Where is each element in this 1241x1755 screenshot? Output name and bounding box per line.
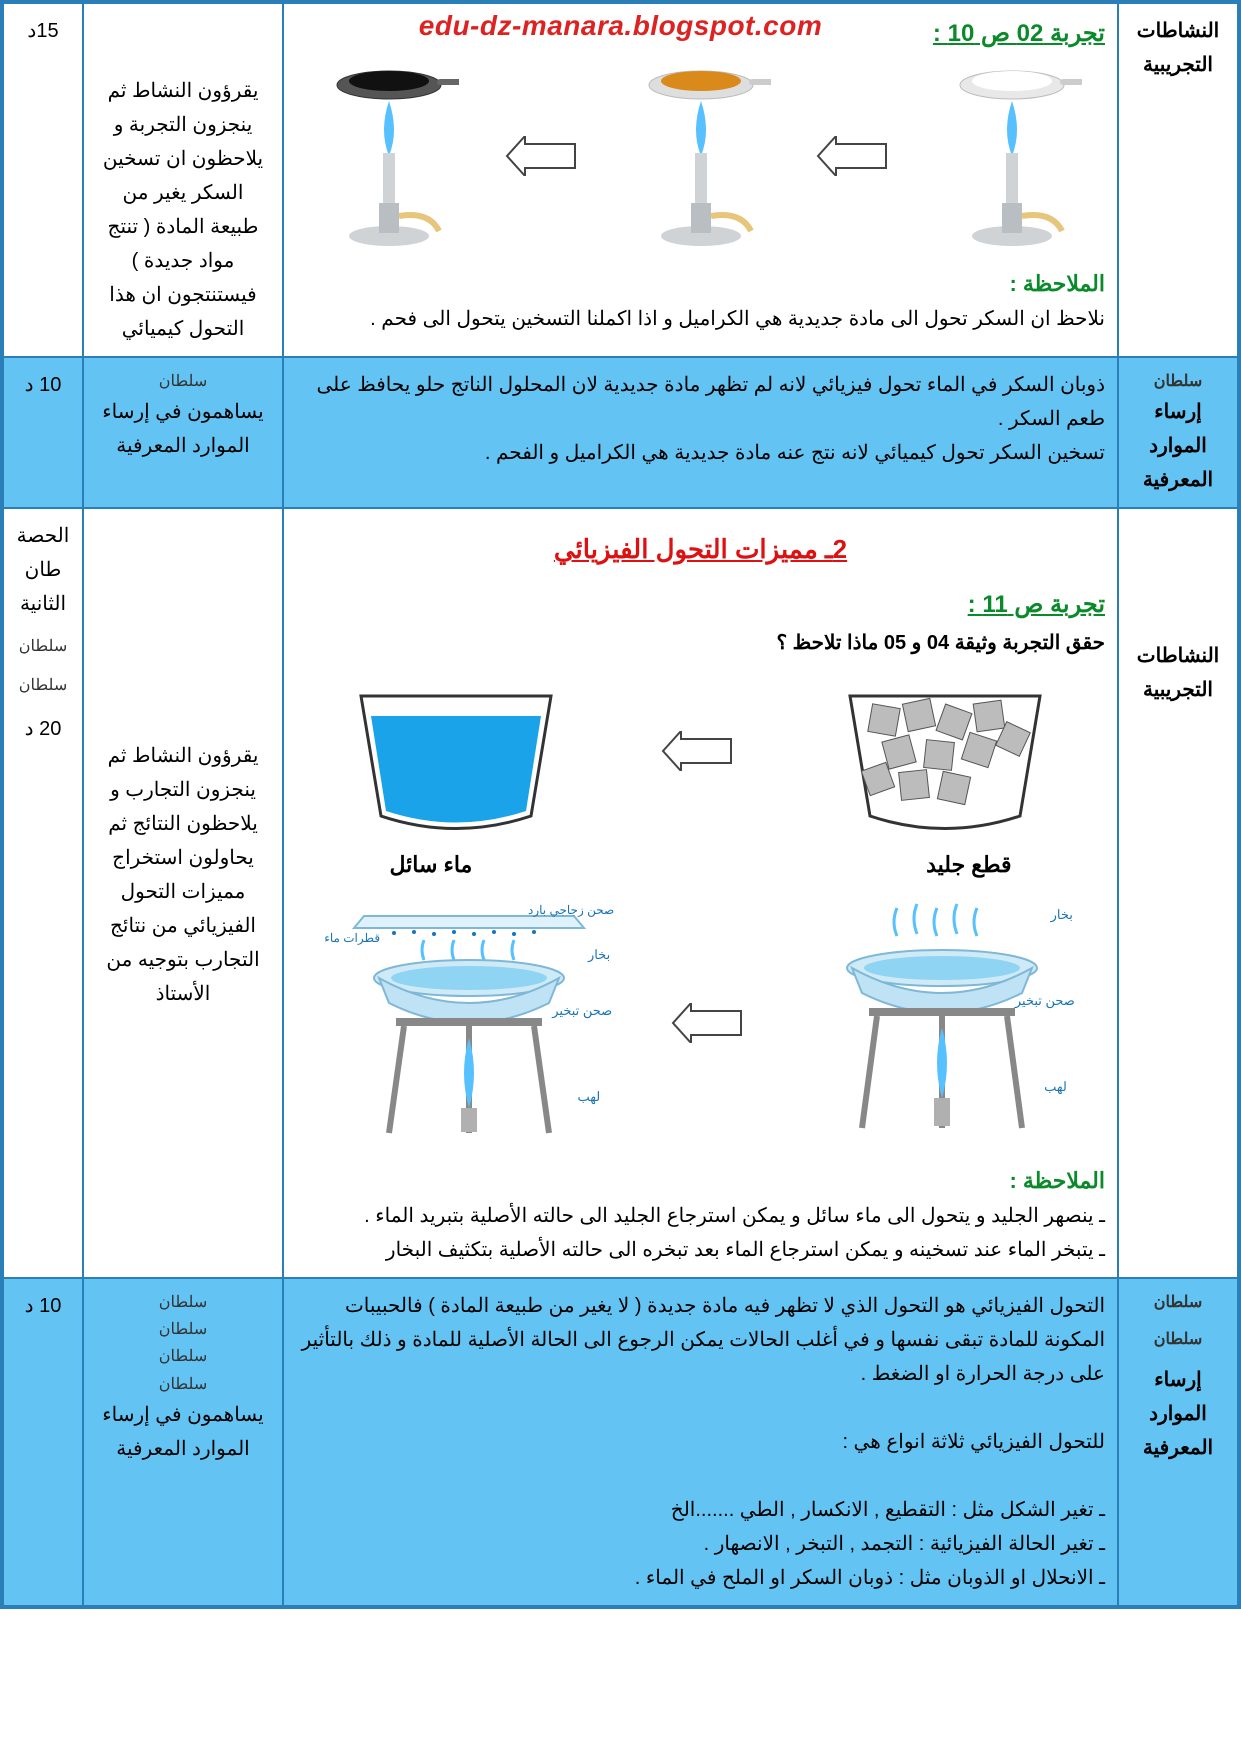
row4-left: سلطان سلطان سلطان سلطان يساهمون في إرساء… <box>83 1278 283 1606</box>
row2-right: سلطان إرساء الموارد المعرفية <box>1118 357 1238 508</box>
burner-sugar-1 <box>942 61 1082 251</box>
sword-4: سلطان <box>1131 1326 1225 1353</box>
sword-7: سلطان <box>96 1343 270 1370</box>
sugar-figure-row <box>296 61 1105 251</box>
svg-water-bowl <box>341 666 571 836</box>
cap-ice: قطع جليد <box>926 846 1011 883</box>
arrow-2 <box>505 136 585 176</box>
row2-main: ذوبان السكر في الماء تحول فيزيائي لانه ل… <box>283 357 1118 508</box>
ice-water-row <box>296 666 1105 836</box>
time-l2: سلطان <box>16 633 70 660</box>
page: edu-dz-manara.blogspot.com النشاطات التج… <box>0 0 1241 1609</box>
annot-steam-2: بخار <box>588 944 610 966</box>
annot-plate-1: صحن تبخير <box>1015 990 1075 1012</box>
annot-steam-1: بخار <box>1051 904 1073 926</box>
row4-left-text: يساهمون في إرساء الموارد المعرفية <box>96 1398 270 1466</box>
label-knowledge-2: إرساء الموارد المعرفية <box>1131 1363 1225 1465</box>
row1-main: تجربة 02 ص 10 : <box>283 3 1118 357</box>
row1-left-text: يقرؤون النشاط ثم ينجزون التجربة و يلاحظو… <box>96 74 270 346</box>
burner-caramel <box>631 61 771 251</box>
annot-drops: قطرات ماء <box>324 928 380 948</box>
annot-flame-2: لهب <box>577 1086 600 1108</box>
evap-setup-2: صحن زجاجي بارد قطرات ماء بخار صحن تبخير … <box>324 898 614 1148</box>
row-knowledge-2: سلطان سلطان إرساء الموارد المعرفية التحو… <box>3 1278 1238 1606</box>
row1-time: 15د <box>3 3 83 357</box>
row2-left: سلطان يساهمون في إرساء الموارد المعرفية <box>83 357 283 508</box>
row1-right-label: النشاطات التجريبية <box>1118 3 1238 357</box>
time-l4: 20 د <box>16 712 70 746</box>
row4-main: التحول الفيزيائي هو التحول الذي لا تظهر … <box>283 1278 1118 1606</box>
label-knowledge-1: إرساء الموارد المعرفية <box>1131 395 1225 497</box>
row2-left-text: يساهمون في إرساء الموارد المعرفية <box>96 395 270 463</box>
row-exp-sugar: النشاطات التجريبية تجربة 02 ص 10 : <box>3 3 1238 357</box>
annot-flame-1: لهب <box>1044 1076 1067 1098</box>
exp-title-2: تجربة ص 11 : <box>296 585 1105 626</box>
obs-text-1: نلاحظ ان السكر تحول الى مادة جديدية هي ا… <box>296 302 1105 336</box>
obs-label-1: الملاحظة : <box>1009 271 1105 296</box>
arrow-4 <box>671 1003 751 1043</box>
svg-burner-caramel <box>631 61 771 251</box>
row3-left-text: يقرؤون النشاط ثم ينجزون التجارب و يلاحظو… <box>96 739 270 1011</box>
label-activities-2: النشاطات التجريبية <box>1131 639 1225 707</box>
row2-time: 10 د <box>3 357 83 508</box>
obs-text-2: ـ ينصهر الجليد و يتحول الى ماء سائل و يم… <box>296 1199 1105 1267</box>
sword-8: سلطان <box>96 1371 270 1398</box>
time-l1: طان الثانية <box>16 553 70 621</box>
section-title: 2ـ مميزات التحول الفيزيائي <box>296 527 1105 571</box>
evap-row: بخار صحن تبخير لهب <box>296 898 1105 1148</box>
sword-3: سلطان <box>1131 1289 1225 1316</box>
obs-label-2: الملاحظة : <box>1009 1168 1105 1193</box>
arrow-1 <box>816 136 896 176</box>
row4-time: 10 د <box>3 1278 83 1606</box>
row-knowledge-1: سلطان إرساء الموارد المعرفية ذوبان السكر… <box>3 357 1238 508</box>
time-l3: سلطان <box>16 672 70 699</box>
annot-cover: صحن زجاجي بارد <box>528 900 614 920</box>
row2-main-text: ذوبان السكر في الماء تحول فيزيائي لانه ل… <box>296 368 1105 470</box>
lesson-table: النشاطات التجريبية تجربة 02 ص 10 : <box>2 2 1239 1607</box>
arrow-3 <box>661 731 741 771</box>
row3-main: 2ـ مميزات التحول الفيزيائي تجربة ص 11 : … <box>283 508 1118 1278</box>
row3-left: يقرؤون النشاط ثم ينجزون التجارب و يلاحظو… <box>83 508 283 1278</box>
cap-water: ماء سائل <box>389 846 472 883</box>
row3-time: الحصة طان الثانية سلطان سلطان 20 د <box>3 508 83 1278</box>
row4-right: سلطان سلطان إرساء الموارد المعرفية <box>1118 1278 1238 1606</box>
row-exp-ice: النشاطات التجريبية 2ـ مميزات التحول الفي… <box>3 508 1238 1278</box>
exp-question: حقق التجربة وثيقة 04 و 05 ماذا تلاحظ ؟ <box>296 626 1105 660</box>
row4-main-text: التحول الفيزيائي هو التحول الذي لا تظهر … <box>296 1289 1105 1595</box>
watermark: edu-dz-manara.blogspot.com <box>2 10 1239 42</box>
row1-left: يقرؤون النشاط ثم ينجزون التجربة و يلاحظو… <box>83 3 283 357</box>
sword-6: سلطان <box>96 1316 270 1343</box>
burner-char <box>319 61 459 251</box>
time-l0: الحصة <box>16 519 70 553</box>
row3-right: النشاطات التجريبية <box>1118 508 1238 1278</box>
sword-1: سلطان <box>1131 368 1225 395</box>
sword-2: سلطان <box>96 368 270 395</box>
svg-ice-bowl <box>830 666 1060 836</box>
sword-5: سلطان <box>96 1289 270 1316</box>
caption-row: قطع جليد ماء سائل <box>296 846 1105 883</box>
annot-plate-2: صحن تبخير <box>552 1000 612 1022</box>
svg-burner-sugar <box>942 61 1082 251</box>
evap-setup-1: بخار صحن تبخير لهب <box>807 898 1077 1148</box>
svg-burner-char <box>319 61 459 251</box>
